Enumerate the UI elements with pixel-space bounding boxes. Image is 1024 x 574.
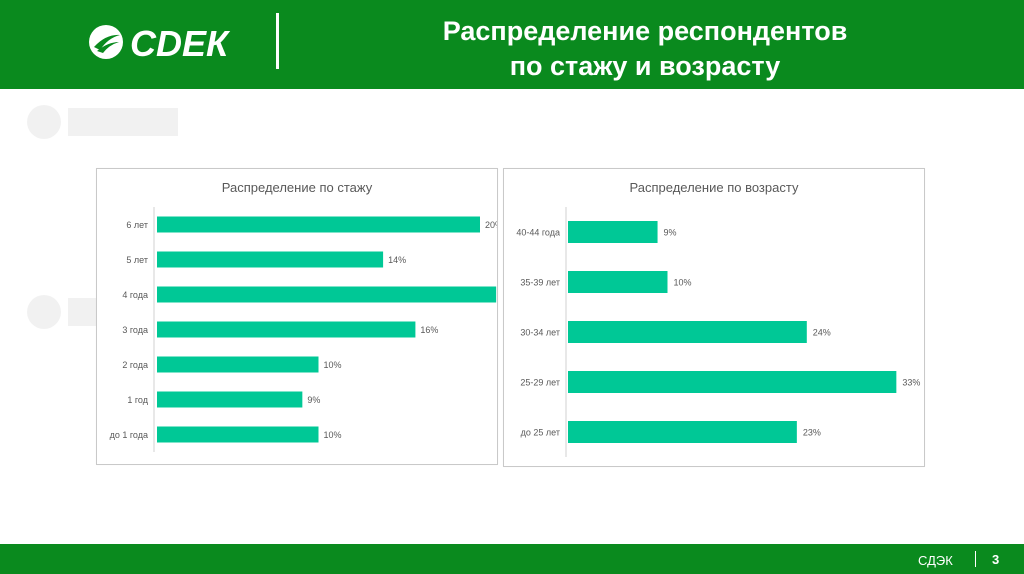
bar	[157, 426, 319, 443]
bar	[568, 321, 807, 343]
data-label: 10%	[324, 360, 342, 370]
age-chart: Распределение по возрасту 40-44 года 9% 35-…	[516, 180, 920, 457]
category-label: 3 года	[122, 325, 148, 335]
bar	[568, 371, 897, 393]
category-label: 40-44 года	[516, 228, 560, 238]
chart-panel-age: Распределение по возрасту 40-44 года 9% 35-…	[503, 168, 925, 467]
bar	[157, 356, 319, 373]
category-label: 5 лет	[126, 255, 148, 265]
bar	[157, 286, 497, 303]
category-label: до 1 года	[110, 430, 148, 440]
cdek-logo: СDЕК	[89, 23, 231, 64]
data-label: 16%	[420, 325, 438, 335]
chart-title: Распределение по стажу	[222, 180, 373, 195]
bar	[157, 251, 384, 268]
data-label: 10%	[674, 278, 692, 288]
watermark-logo	[27, 105, 178, 139]
bar	[568, 421, 797, 443]
data-label: 33%	[902, 378, 920, 388]
data-label: 9%	[664, 228, 677, 238]
data-label: 24%	[813, 328, 831, 338]
bar	[568, 221, 658, 243]
data-label: 20%	[485, 220, 497, 230]
logo-text: СDЕК	[130, 23, 231, 64]
chart-panel-experience: Распределение по стажу 6 лет 20% 5 лет 14% 4 …	[96, 168, 498, 465]
bar	[157, 391, 303, 408]
footer-bar	[0, 544, 1024, 574]
bar	[568, 271, 668, 293]
data-label: 10%	[324, 430, 342, 440]
title-line-1: Распределение респондентов	[442, 16, 848, 46]
page-number: 3	[992, 552, 1000, 567]
category-label: 35-39 лет	[520, 278, 560, 288]
bar	[157, 321, 416, 338]
data-label: 23%	[803, 428, 821, 438]
category-label: 6 лет	[126, 220, 148, 230]
header-bar	[0, 0, 1024, 89]
page-title: Распределение респондентов по стажу и во…	[330, 14, 960, 84]
footer-separator	[975, 551, 976, 567]
category-label: 1 год	[127, 395, 148, 405]
category-label: 4 года	[122, 290, 148, 300]
footer-brand: СДЭК	[918, 553, 953, 568]
data-label: 9%	[307, 395, 320, 405]
experience-chart: Распределение по стажу 6 лет 20% 5 лет 14% 4 …	[110, 180, 497, 452]
category-label: 2 года	[122, 360, 148, 370]
bar	[157, 216, 480, 233]
logo-separator	[276, 13, 279, 69]
category-label: 30-34 лет	[520, 328, 560, 338]
chart-title: Распределение по возрасту	[630, 180, 799, 195]
category-label: 25-29 лет	[520, 378, 560, 388]
data-label: 14%	[388, 255, 406, 265]
title-line-2: по стажу и возрасту	[509, 51, 781, 81]
category-label: до 25 лет	[521, 428, 560, 438]
